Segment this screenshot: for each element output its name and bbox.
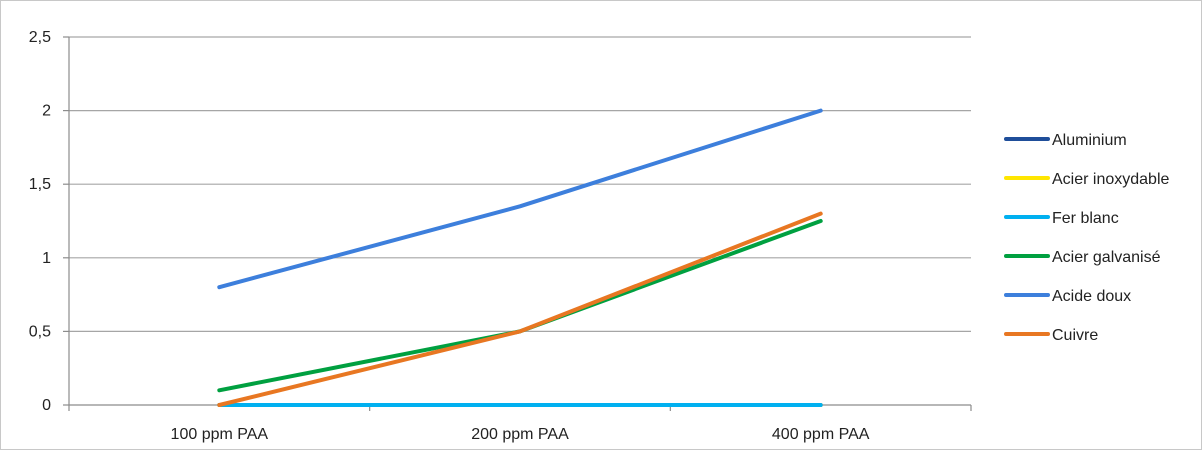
legend-label: Cuivre (1052, 327, 1098, 344)
legend-label: Acide doux (1052, 288, 1131, 305)
x-tick-label: 200 ppm PAA (471, 426, 569, 443)
x-tick-label: 100 ppm PAA (171, 426, 269, 443)
series-line-cuivre (217, 211, 823, 407)
y-tick-label: 1 (42, 250, 51, 267)
legend-label: Fer blanc (1052, 210, 1119, 227)
legend-item-acier-galvanis-: Acier galvanisé (1004, 249, 1161, 266)
grid-layer (69, 36, 971, 332)
legend-item-acide-doux: Acide doux (1004, 288, 1131, 305)
y-tick-label: 1,5 (29, 176, 51, 193)
series-layer (217, 108, 823, 407)
y-tick-label: 0 (42, 397, 51, 414)
legend-label: Aluminium (1052, 132, 1127, 149)
y-tick-label: 2,5 (29, 29, 51, 46)
x-tick-label: 400 ppm PAA (772, 426, 870, 443)
axis-layer: 0 0,5 1 1,5 2 2,5 100 ppm PAA 200 ppm PAA 400 pp… (29, 29, 972, 443)
legend-label: Acier galvanisé (1052, 249, 1161, 266)
legend-item-acier-inoxydable: Acier inoxydable (1004, 171, 1170, 188)
legend-item-aluminium: Aluminium (1004, 132, 1127, 149)
legend-label: Acier inoxydable (1052, 171, 1170, 188)
legend: Aluminium Acier inoxydable Fer blanc Acier … (1004, 132, 1170, 344)
series-line-acide-doux (217, 108, 823, 290)
legend-item-cuivre: Cuivre (1004, 327, 1098, 344)
legend-item-fer-blanc: Fer blanc (1004, 210, 1119, 227)
y-tick-label: 0,5 (29, 323, 51, 340)
series-line-acier-galvanis- (217, 219, 823, 393)
y-tick-label: 2 (42, 103, 51, 120)
